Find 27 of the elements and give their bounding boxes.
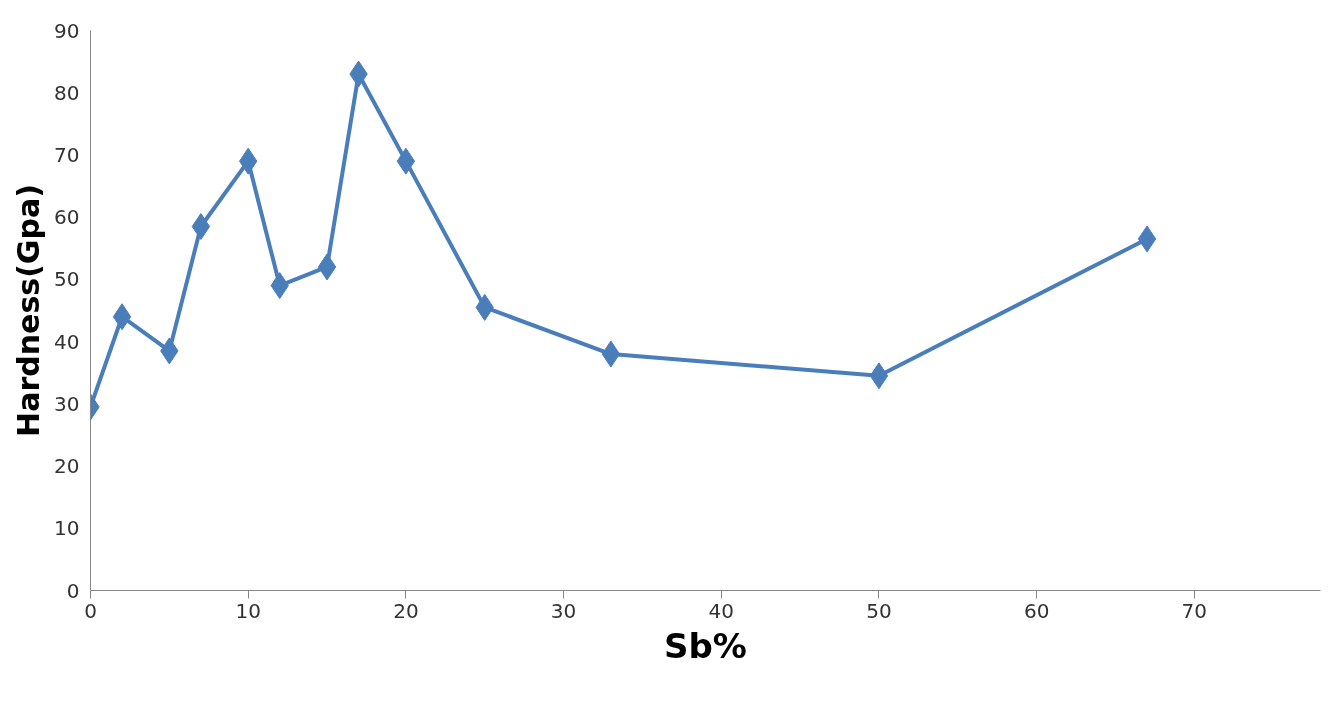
- point: [191, 213, 211, 240]
- y-tick-label: 90: [54, 18, 80, 43]
- x-tick-label: 20: [393, 598, 419, 623]
- point: [317, 253, 337, 281]
- y-tick-label: 0: [66, 578, 80, 603]
- point: [869, 362, 889, 390]
- point: [396, 147, 416, 175]
- point: [112, 303, 132, 331]
- y-tick-label: 80: [54, 80, 80, 105]
- x-tick-label: 30: [550, 598, 577, 623]
- y-tick-label: 30: [54, 391, 80, 416]
- x-tick-label: 50: [866, 598, 892, 623]
- x-tick-label: 10: [235, 598, 261, 623]
- point: [1137, 225, 1157, 253]
- y-axis-title: Hardness(Gpa): [11, 184, 47, 437]
- x-tick-label: 70: [1181, 598, 1208, 623]
- y-tick-label: 50: [54, 267, 80, 292]
- point: [601, 340, 621, 368]
- y-tick-label: 40: [54, 329, 80, 354]
- y-tick-label: 70: [54, 142, 80, 167]
- x-axis-title: Sb%: [664, 625, 747, 666]
- x-tick-label: 0: [84, 598, 97, 623]
- y-tick-label: 20: [54, 454, 80, 479]
- x-tick-label: 40: [708, 598, 734, 623]
- y-tick-label: 10: [54, 516, 80, 541]
- x-tick-label: 60: [1023, 598, 1050, 623]
- y-tick-label: 60: [54, 205, 80, 230]
